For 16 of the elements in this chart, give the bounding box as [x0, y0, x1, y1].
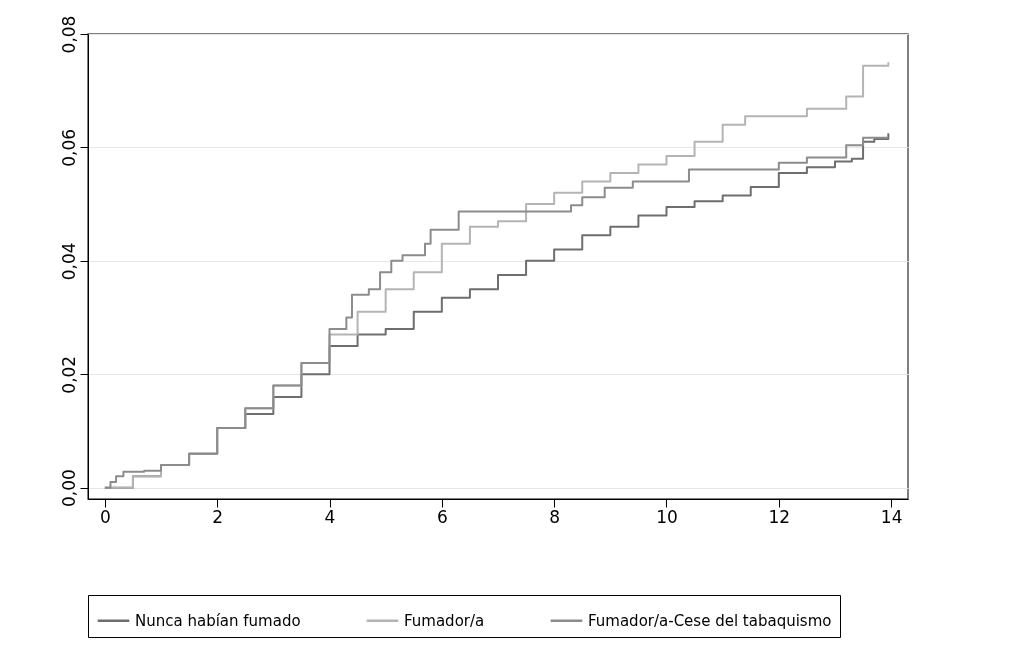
x-tick-label: 8	[549, 506, 561, 527]
y-tick-label: 0,00	[58, 469, 79, 508]
x-tick-label: 6	[436, 506, 448, 527]
legend-label: Nunca habían fumado	[135, 611, 301, 630]
y-tick-label: 0,04	[58, 242, 79, 281]
x-tick-label: 4	[324, 506, 336, 527]
legend-label: Fumador/a	[404, 611, 485, 630]
y-tick-label: 0,06	[58, 128, 79, 167]
y-tick-label: 0,02	[58, 355, 79, 394]
legend-label: Fumador/a-Cese del tabaquismo	[588, 611, 832, 630]
x-tick-label: 2	[212, 506, 224, 527]
y-tick-label: 0,08	[58, 15, 79, 54]
x-tick-label: 0	[99, 506, 111, 527]
x-tick-label: 14	[880, 506, 903, 527]
x-tick-label: 12	[768, 506, 791, 527]
x-tick-label: 10	[656, 506, 678, 527]
